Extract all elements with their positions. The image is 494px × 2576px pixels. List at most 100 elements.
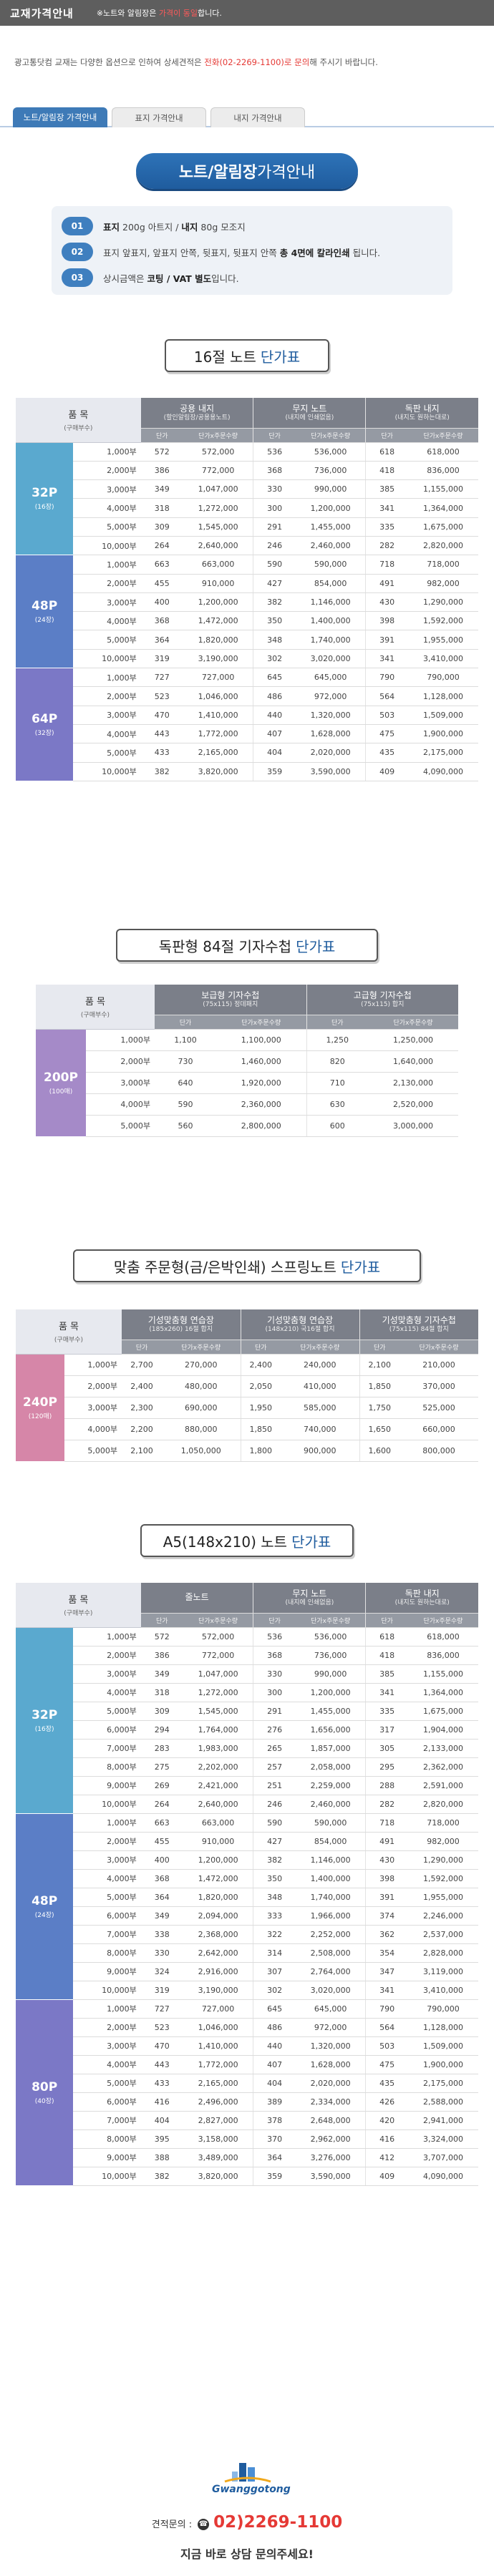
header-product: 독판 내지 (내지도 원하는대로) — [365, 1583, 478, 1614]
total-price-cell: 1,509,000 — [407, 706, 478, 725]
unit-price-cell: 349 — [140, 1664, 183, 1684]
total-price-cell: 1,290,000 — [407, 1850, 478, 1870]
table-row: 3,000부 349 1,047,000 330 990,000 385 1,155,000 — [16, 479, 478, 499]
page-count-group: 48P (24장) — [16, 1813, 74, 2000]
total-price-cell: 2,648,000 — [295, 2111, 366, 2130]
unit-price-cell: 330 — [140, 1943, 183, 1963]
total-price-cell: 2,020,000 — [295, 743, 366, 763]
quantity-cell: 4,000부 — [73, 1869, 141, 1888]
total-price-cell: 3,707,000 — [407, 2148, 478, 2167]
table-row: 9,000부 269 2,421,000 251 2,259,000 288 2,591,0… — [16, 1776, 478, 1795]
total-price-cell: 2,165,000 — [183, 2074, 253, 2093]
total-price-cell: 410,000 — [281, 1375, 360, 1397]
quantity-cell: 1,000부 — [86, 1029, 155, 1051]
phone-number[interactable]: 02)2269-1100 — [213, 2513, 343, 2532]
table-row: 2,000부 523 1,046,000 486 972,000 564 1,128,000 — [16, 2018, 478, 2037]
unit-price-cell: 426 — [365, 2092, 408, 2112]
unit-price-cell: 322 — [253, 1925, 296, 1944]
intro-text: 광고통닷컴 교재는 다양한 옵션으로 인하여 상세견적은 전화(02-2269-… — [14, 57, 487, 68]
quantity-cell: 4,000부 — [73, 611, 141, 631]
total-price-cell: 2,259,000 — [295, 1776, 366, 1795]
unit-price-cell: 368 — [253, 461, 296, 481]
total-price-cell: 854,000 — [295, 1832, 366, 1851]
total-price-cell: 210,000 — [399, 1354, 479, 1376]
unit-price-cell: 400 — [140, 1850, 183, 1870]
total-price-cell: 1,272,000 — [183, 498, 253, 518]
total-price-cell: 1,050,000 — [162, 1440, 241, 1462]
unit-price-cell: 309 — [140, 517, 183, 537]
section-title-16: 16절 노트 단가표 — [165, 339, 329, 372]
tab-cover-price[interactable]: 표지 가격안내 — [112, 107, 206, 127]
total-price-cell: 2,764,000 — [295, 1962, 366, 1981]
unit-price-cell: 386 — [140, 461, 183, 481]
quantity-cell: 1,000부 — [73, 1999, 141, 2019]
unit-price-cell: 359 — [253, 2167, 296, 2186]
product-name: 고급형 기자수첩 — [353, 990, 412, 1000]
unit-price-cell: 418 — [365, 461, 408, 481]
page-count-group: 64P (32장) — [16, 668, 74, 781]
total-price-cell: 3,020,000 — [295, 649, 366, 669]
quantity-cell: 5,000부 — [73, 2074, 141, 2093]
unit-price-cell: 475 — [365, 2055, 408, 2074]
table-row: 4,000부 443 1,772,000 407 1,628,000 475 1,900,0… — [16, 724, 478, 744]
product-name: 보급형 기자수첩 — [201, 990, 260, 1000]
unit-price-cell: 362 — [365, 1925, 408, 1944]
unit-price-cell: 433 — [140, 2074, 183, 2093]
unit-price-cell: 354 — [365, 1943, 408, 1963]
header-total-price: 단가x주문수량 — [162, 1340, 241, 1355]
unit-price-cell: 727 — [140, 1999, 183, 2019]
unit-price-cell: 2,300 — [122, 1397, 162, 1419]
unit-price-cell: 470 — [140, 706, 183, 725]
total-price-cell: 240,000 — [281, 1354, 360, 1376]
unit-price-cell: 503 — [365, 706, 408, 725]
total-price-cell: 1,592,000 — [407, 611, 478, 631]
unit-price-cell: 246 — [253, 1795, 296, 1814]
total-price-cell: 1,857,000 — [295, 1739, 366, 1758]
total-price-cell: 2,175,000 — [407, 2074, 478, 2093]
table-row: 4,000부 590 2,360,000 630 2,520,000 — [36, 1093, 459, 1116]
total-price-cell: 800,000 — [399, 1440, 479, 1462]
unit-price-cell: 2,400 — [122, 1375, 162, 1397]
quantity-cell: 3,000부 — [73, 479, 141, 499]
table-row: 200P (100매) 1,000부 1,100 1,100,000 1,250 1,250… — [36, 1029, 459, 1137]
quantity-cell: 5,000부 — [86, 1115, 155, 1137]
tab-inner-price[interactable]: 내지 가격안내 — [210, 107, 305, 127]
table-row: 5,000부 364 1,820,000 348 1,740,000 391 1,955,0… — [16, 1888, 478, 1907]
quantity-cell: 2,000부 — [73, 686, 141, 706]
total-price-cell: 990,000 — [295, 479, 366, 499]
quantity-cell: 2,000부 — [73, 2018, 141, 2037]
product-sub: (내지에 인쇄없음) — [285, 414, 334, 421]
unit-price-cell: 590 — [253, 555, 296, 575]
unit-price-cell: 1,850 — [240, 1418, 281, 1440]
total-price-cell: 1,772,000 — [183, 2055, 253, 2074]
header-item-label: 품 목 — [84, 997, 106, 1008]
table-row: 3,000부 349 1,047,000 330 990,000 385 1,155,000 — [16, 1664, 478, 1684]
header-product: 기성맞춤형 연습장 (185x260) 16절 합지 — [122, 1309, 241, 1340]
total-price-cell: 2,591,000 — [407, 1776, 478, 1795]
product-sub: (75x115) 합지 — [361, 1000, 405, 1008]
unit-price-cell: 523 — [140, 2018, 183, 2037]
product-name: 독판 내지 — [405, 1588, 440, 1599]
group-sub: (32장) — [34, 729, 54, 737]
table-row: 80P (40장) 1,000부 727 727,000 645 645,000 790 790… — [16, 1999, 478, 2186]
group-sub: (24장) — [34, 1911, 54, 1919]
total-price-cell: 660,000 — [399, 1418, 479, 1440]
unit-price-cell: 382 — [253, 592, 296, 613]
unit-price-cell: 294 — [140, 1720, 183, 1740]
unit-price-cell: 269 — [140, 1776, 183, 1795]
quantity-cell: 7,000부 — [73, 1739, 141, 1758]
total-price-cell: 1,820,000 — [183, 630, 253, 650]
note-bold: 내지 — [181, 221, 198, 233]
quantity-cell: 1,000부 — [73, 555, 141, 575]
unit-price-cell: 264 — [140, 536, 183, 556]
total-price-cell: 1,460,000 — [216, 1050, 307, 1073]
unit-price-cell: 430 — [365, 1850, 408, 1870]
header-unit-price: 단가 — [365, 428, 408, 443]
total-price-cell: 2,820,000 — [407, 536, 478, 556]
product-name: 기성맞춤형 기자수첩 — [382, 1314, 456, 1325]
unit-price-cell: 275 — [140, 1757, 183, 1777]
tab-note-price[interactable]: 노트/알림장 가격안내 — [13, 107, 107, 127]
unit-price-cell: 364 — [140, 1888, 183, 1907]
total-price-cell: 270,000 — [162, 1354, 241, 1376]
